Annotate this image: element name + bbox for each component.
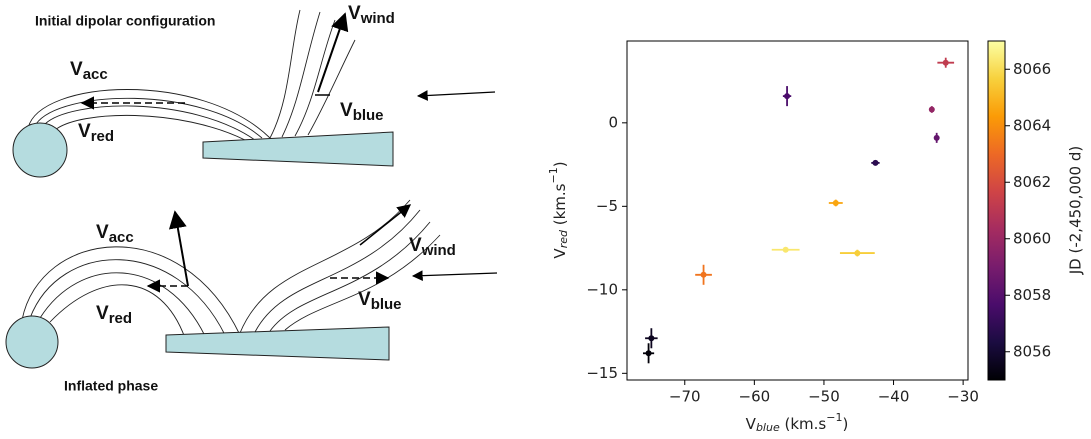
point [832,199,839,206]
label-sub: blue [371,296,402,313]
label-vblue: Vblue [358,289,402,313]
panel-title: Inflated phase [64,378,158,394]
label-part: V [551,248,569,259]
y-tick-label: −5 [596,197,618,215]
label-part: V [746,415,757,433]
label-part: −1 [547,167,560,183]
label-vred: Vred [78,121,114,145]
label-vblue: Vblue [340,100,384,124]
x-axis-label: Vblue (km.s−1) [746,411,849,434]
point [872,159,879,166]
point [928,106,935,113]
label-main: V [96,303,109,324]
x-tick-label: −60 [739,388,771,406]
label-vacc: Vacc [96,222,134,246]
y-tick-label: −15 [586,364,618,382]
label-sub: acc [83,66,108,83]
label-vred: Vred [96,303,132,327]
label-vwind: Vwind [409,235,456,259]
colorbar-tick-label: 8060 [1013,229,1051,247]
label-main: V [348,3,361,24]
label-main: V [409,235,422,256]
label-part: blue [756,421,780,434]
label-vacc: Vacc [70,59,108,83]
x-tick-label: −50 [808,388,840,406]
label-vwind: Vwind [348,3,395,27]
y-tick-label: 0 [608,113,618,131]
point [782,246,789,253]
colorbar-tick-label: 8056 [1013,342,1051,360]
point [645,350,652,357]
plot-area [626,40,969,381]
point [854,250,861,257]
label-part: −1 [826,411,842,424]
label-part: red [557,229,570,248]
x-tick-label: −40 [878,388,910,406]
label-part: (km.s [551,183,569,230]
point [648,335,655,342]
label-main: V [96,222,109,243]
label-part: ) [842,415,848,433]
diagram-top: Initial dipolar configuration Vacc Vred … [12,3,496,178]
point [933,134,940,141]
label-sub: red [109,310,132,327]
label-sub: wind [360,10,395,27]
colorbar-tick-label: 8064 [1013,116,1051,134]
x-tick-label: −30 [947,388,979,406]
colorbar-tick-label: 8066 [1013,60,1051,78]
label-main: V [340,100,353,121]
label-part: (km.s [780,415,827,433]
point [700,271,707,278]
point [784,93,791,100]
colorbar-tick-label: 8058 [1013,286,1051,304]
panel-title: Initial dipolar configuration [35,13,215,29]
label-part: ) [551,161,569,167]
colorbar-label: JD (-2,450,000 d) [1067,146,1085,276]
label-sub: red [91,128,114,145]
label-sub: wind [421,242,456,259]
label-sub: blue [353,107,384,124]
scatter-chart: Vblue (km.s−1) Vred (km.s−1) JD (-2,450,… [547,40,1085,434]
colorbar [987,40,1006,381]
point [942,59,949,66]
label-sub: acc [109,229,134,246]
y-tick-label: −10 [586,280,618,298]
label-main: V [78,121,91,142]
y-axis-label: Vred (km.s−1) [547,161,570,258]
diagram-bottom: Vacc Vred Vwind Vblue Inflated phase [5,199,498,394]
label-main: V [70,59,83,80]
x-tick-label: −70 [669,388,701,406]
colorbar-tick-label: 8062 [1013,173,1051,191]
label-main: V [358,289,371,310]
